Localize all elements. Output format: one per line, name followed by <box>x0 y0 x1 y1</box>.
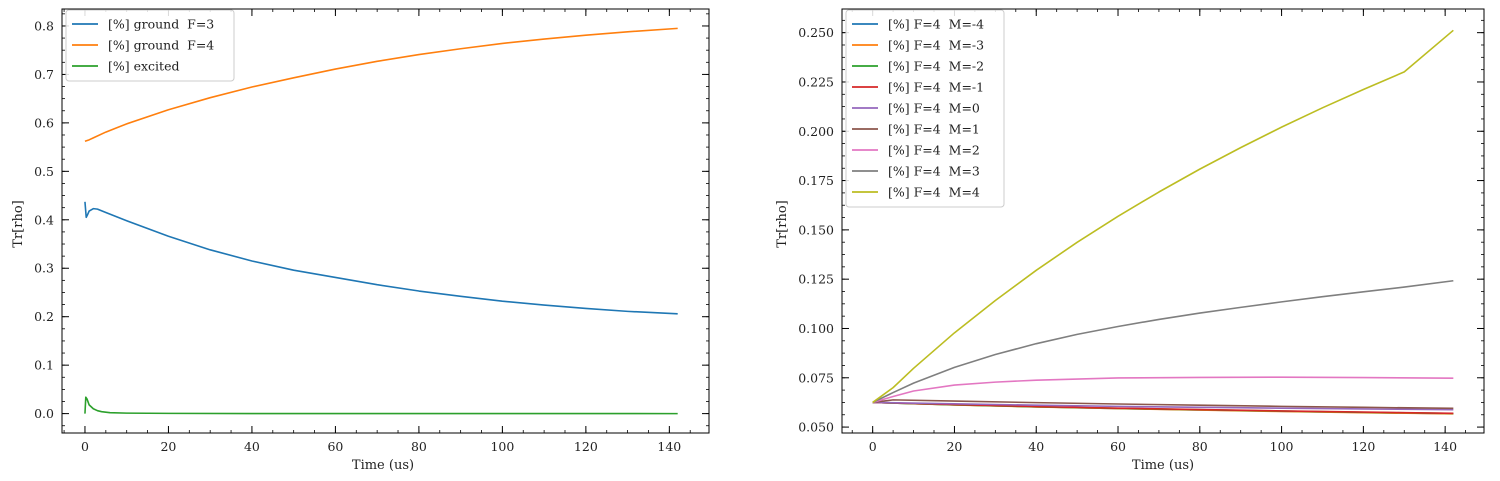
right-legend-box <box>845 9 1005 208</box>
left-plot: 0 20 40 60 80 100 120 140 0.0 0.1 0.2 0.3 0.4 0.5 0.6 0… <box>11 8 710 473</box>
left-y-tick-label: 0.4 <box>34 212 54 227</box>
right-y-tick-label: 0.175 <box>798 173 834 188</box>
right-legend-entry: [%] F=4 M=-1 <box>888 80 984 95</box>
right-y-tick-label: 0.225 <box>798 74 834 89</box>
right-y-axis-label: Tr[rho] <box>775 200 790 247</box>
right-series-line-3 <box>872 401 1454 415</box>
left-legend-box <box>65 9 235 82</box>
left-y-axis-label: Tr[rho] <box>11 200 26 247</box>
right-y-tick-label: 0.050 <box>798 420 834 435</box>
right-series-line-7 <box>872 279 1454 404</box>
right-x-axis-label: Time (us) <box>1132 458 1194 473</box>
left-y-tick-label: 0.0 <box>34 406 54 421</box>
right-y-tick-label: 0.125 <box>798 272 834 287</box>
left-legend-entry: [%] ground F=4 <box>108 38 214 53</box>
right-x-tick-label: 0 <box>869 439 877 454</box>
right-legend-entry: [%] F=4 M=-2 <box>888 59 984 74</box>
right-x-tick-label: 60 <box>1110 439 1126 454</box>
left-x-tick-label: 0 <box>81 439 89 454</box>
right-x-tick-label: 140 <box>1433 439 1457 454</box>
left-x-tick-label: 100 <box>490 439 514 454</box>
right-legend-entry: [%] F=4 M=1 <box>888 122 980 137</box>
right-series-line-4 <box>872 401 1454 411</box>
left-x-axis-label: Time (us) <box>352 458 414 473</box>
right-legend-entry: [%] F=4 M=2 <box>888 143 980 158</box>
right-series-line-8 <box>872 29 1454 404</box>
left-series-line-1 <box>84 27 678 143</box>
left-y-tick-label: 0.8 <box>34 18 54 33</box>
right-legend-entry: [%] F=4 M=-3 <box>888 38 984 53</box>
right-legend: [%] F=4 M=-4 [%] F=4 M=-3 [%] F=4 M=-2 [%] … <box>845 9 1005 208</box>
right-y-tick-label: 0.150 <box>798 222 834 237</box>
right-series-line-6 <box>872 376 1454 404</box>
right-x-tick-label: 40 <box>1028 439 1044 454</box>
right-x-tick-label: 20 <box>946 439 962 454</box>
left-legend-entry: [%] excited <box>108 59 179 74</box>
right-plot-frame <box>841 8 1485 434</box>
left-x-tick-label: 20 <box>160 439 176 454</box>
left-y-tick-label: 0.3 <box>34 261 54 276</box>
right-y-tick-label: 0.075 <box>798 370 834 385</box>
left-y-tick-label: 0.1 <box>34 358 54 373</box>
right-series-group <box>872 29 1454 415</box>
left-legend-entry: [%] ground F=3 <box>108 17 214 32</box>
left-x-tick-label: 80 <box>411 439 427 454</box>
right-x-tick-label: 120 <box>1351 439 1375 454</box>
left-x-tick-label: 40 <box>244 439 260 454</box>
right-x-tick-label: 80 <box>1192 439 1208 454</box>
right-x-tick-label: 100 <box>1270 439 1294 454</box>
right-series-line-5 <box>872 399 1454 410</box>
left-x-tick-label: 60 <box>327 439 343 454</box>
right-y-tick-label: 0.100 <box>798 321 834 336</box>
right-plot: 0 20 40 60 80 100 120 140 0.050 0.075 0.100 0.125 0.… <box>775 8 1485 473</box>
left-legend: [%] ground F=3 [%] ground F=4 [%] excited <box>65 9 235 82</box>
left-series-line-0 <box>84 201 678 315</box>
left-y-tick-label: 0.6 <box>34 115 54 130</box>
left-y-tick-label: 0.5 <box>34 164 54 179</box>
left-series-line-2 <box>84 396 678 415</box>
left-x-tick-label: 140 <box>657 439 681 454</box>
right-y-tick-label: 0.250 <box>798 25 834 40</box>
left-y-tick-label: 0.2 <box>34 309 54 324</box>
right-legend-entry: [%] F=4 M=4 <box>888 185 980 200</box>
left-x-tick-label: 120 <box>574 439 598 454</box>
left-y-tick-label: 0.7 <box>34 67 54 82</box>
right-legend-entry: [%] F=4 M=3 <box>888 164 980 179</box>
left-series-group <box>84 27 678 415</box>
left-plot-frame <box>61 8 710 434</box>
right-legend-entry: [%] F=4 M=-4 <box>888 17 984 32</box>
right-legend-entry: [%] F=4 M=0 <box>888 101 980 116</box>
right-y-tick-label: 0.200 <box>798 124 834 139</box>
